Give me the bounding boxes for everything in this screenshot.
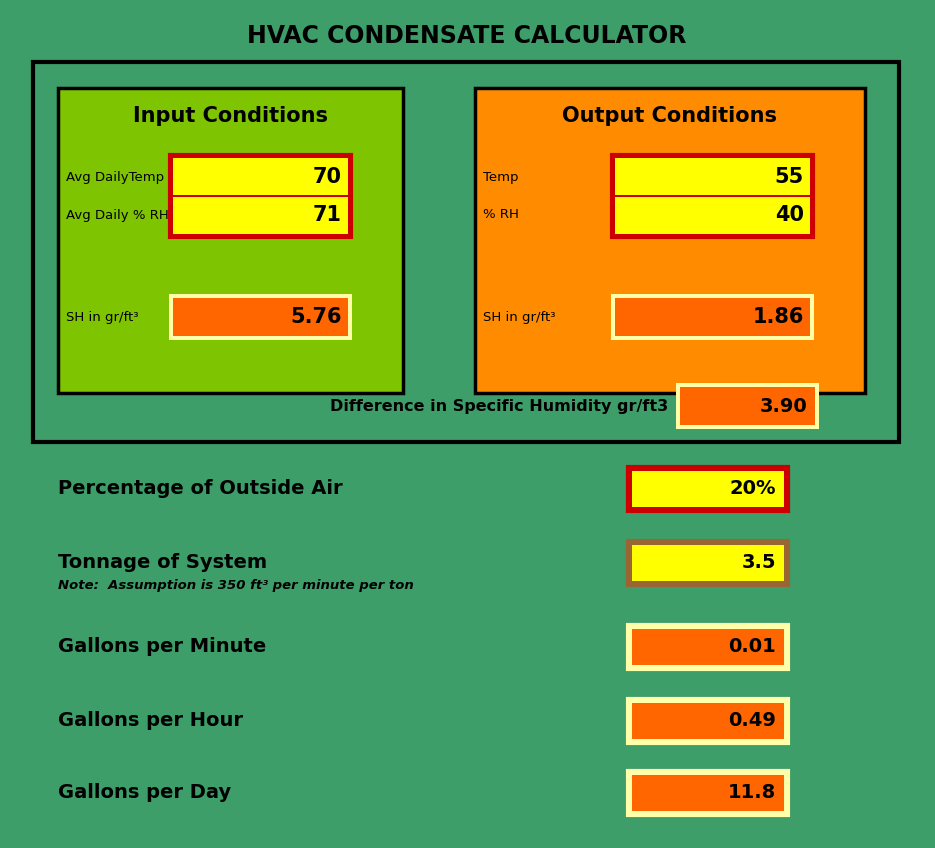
Bar: [628, 625, 788, 669]
Bar: [632, 471, 784, 507]
Bar: [628, 541, 788, 585]
Bar: [632, 629, 784, 665]
Bar: [58, 88, 403, 393]
Bar: [628, 699, 788, 743]
Bar: [169, 294, 352, 340]
Text: 5.76: 5.76: [291, 307, 342, 327]
Text: Gallons per Day: Gallons per Day: [58, 784, 231, 802]
Text: 70: 70: [313, 167, 342, 187]
Bar: [615, 158, 810, 196]
Bar: [632, 545, 784, 581]
Text: Output Conditions: Output Conditions: [563, 106, 778, 126]
Bar: [173, 196, 348, 234]
Text: 1.86: 1.86: [753, 307, 804, 327]
Bar: [628, 771, 788, 815]
Bar: [615, 298, 810, 336]
Text: Input Conditions: Input Conditions: [133, 106, 328, 126]
Bar: [632, 703, 784, 739]
Text: Difference in Specific Humidity gr/ft3: Difference in Specific Humidity gr/ft3: [330, 399, 668, 414]
Bar: [676, 383, 819, 429]
Text: 0.01: 0.01: [728, 638, 776, 656]
Bar: [612, 155, 813, 237]
Bar: [628, 699, 788, 743]
Bar: [173, 298, 348, 336]
Text: Note:  Assumption is 350 ft³ per minute per ton: Note: Assumption is 350 ft³ per minute p…: [58, 578, 414, 592]
Text: Gallons per Hour: Gallons per Hour: [58, 711, 243, 730]
Bar: [628, 625, 788, 669]
Text: 55: 55: [775, 167, 804, 187]
Bar: [173, 158, 348, 196]
Text: SH in gr/ft³: SH in gr/ft³: [66, 310, 138, 323]
Text: Gallons per Minute: Gallons per Minute: [58, 638, 266, 656]
Text: Percentage of Outside Air: Percentage of Outside Air: [58, 479, 342, 499]
Bar: [615, 195, 810, 197]
Text: Avg DailyTemp: Avg DailyTemp: [66, 170, 165, 183]
Text: HVAC CONDENSATE CALCULATOR: HVAC CONDENSATE CALCULATOR: [248, 24, 686, 48]
Text: % RH: % RH: [483, 209, 519, 221]
Text: 11.8: 11.8: [727, 784, 776, 802]
Text: 40: 40: [775, 205, 804, 225]
Bar: [628, 467, 788, 511]
Text: Avg Daily % RH: Avg Daily % RH: [66, 209, 168, 221]
Text: Temp: Temp: [483, 170, 519, 183]
Bar: [170, 155, 351, 237]
Bar: [33, 62, 899, 442]
Text: 3.5: 3.5: [741, 554, 776, 572]
Bar: [615, 196, 810, 234]
Text: 3.90: 3.90: [759, 397, 807, 416]
Bar: [680, 387, 815, 425]
Text: Tonnage of System: Tonnage of System: [58, 554, 267, 572]
Bar: [628, 541, 788, 585]
Bar: [173, 195, 348, 197]
Bar: [611, 294, 814, 340]
Text: 20%: 20%: [729, 479, 776, 499]
Bar: [628, 771, 788, 815]
Text: 71: 71: [313, 205, 342, 225]
Text: SH in gr/ft³: SH in gr/ft³: [483, 310, 555, 323]
Text: 0.49: 0.49: [728, 711, 776, 730]
Bar: [628, 467, 788, 511]
Bar: [475, 88, 865, 393]
Bar: [632, 775, 784, 811]
